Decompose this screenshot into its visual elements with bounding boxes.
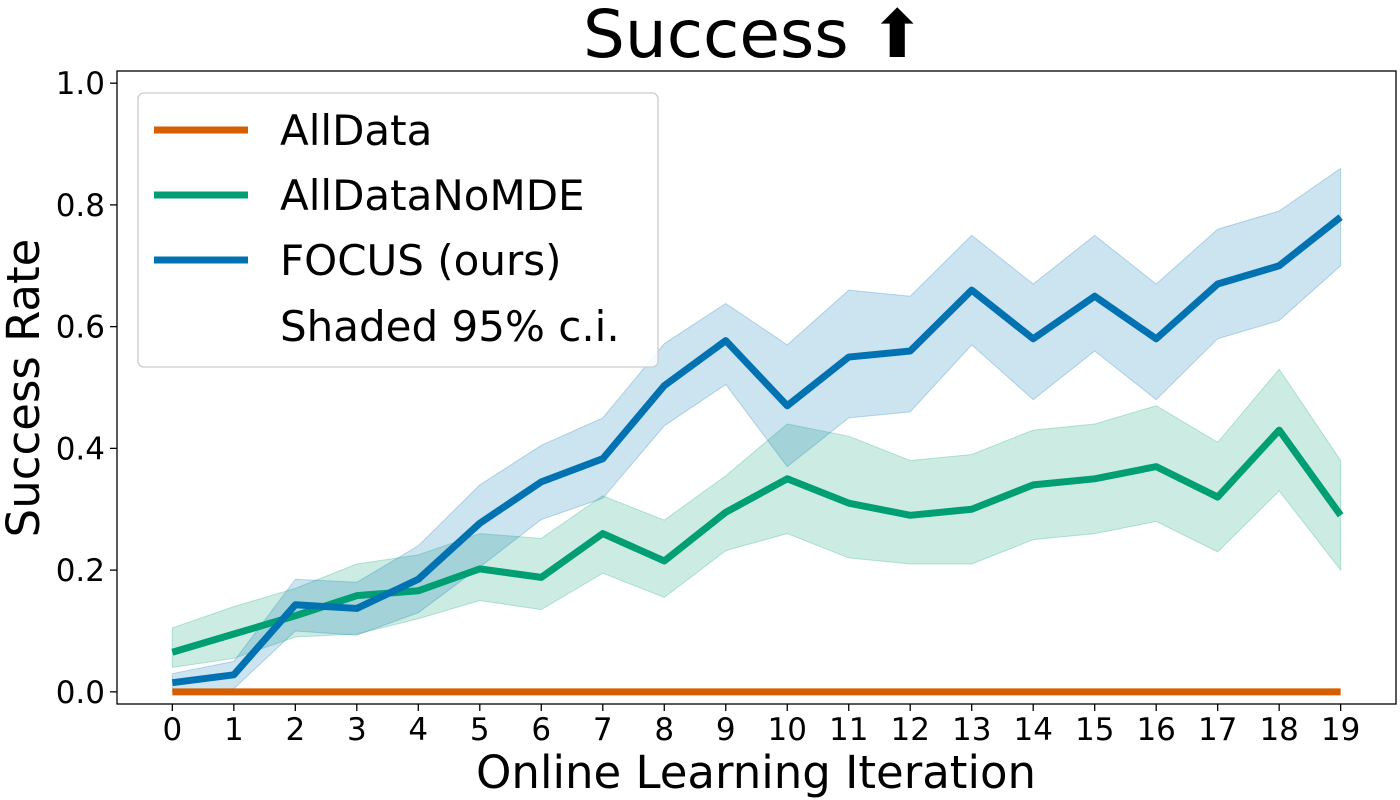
- x-tick-label: 15: [1075, 712, 1114, 748]
- x-tick-label: 2: [285, 712, 305, 748]
- x-tick-label: 1: [224, 712, 244, 748]
- series-line-focus-ours: [171, 214, 1343, 687]
- legend: AllData AllDataNoMDE FOCUS (ours) Shaded…: [137, 92, 659, 368]
- x-tick-label: 4: [408, 712, 428, 748]
- x-axis-label: Online Learning Iteration: [476, 746, 1036, 799]
- x-tick-label: 13: [952, 712, 991, 748]
- x-tick-label: 14: [1013, 712, 1052, 748]
- y-tick-label: 0.8: [56, 188, 105, 224]
- y-tick-label: 0.4: [56, 431, 105, 467]
- x-tick-label: 10: [768, 712, 807, 748]
- y-tick-label: 1.0: [56, 66, 105, 102]
- legend-label-shaded-ci: Shaded 95% c.i.: [280, 302, 620, 351]
- confidence-bands: [171, 167, 1342, 693]
- ci-band-alldatanomde: [171, 368, 1342, 669]
- x-tick-label: 9: [716, 712, 736, 748]
- x-tick-label: 8: [654, 712, 674, 748]
- x-tick-label: 18: [1259, 712, 1298, 748]
- x-tick-label: 7: [593, 712, 613, 748]
- x-tick-label: 3: [347, 712, 367, 748]
- x-tick-label: 19: [1321, 712, 1360, 748]
- legend-label-focus: FOCUS (ours): [280, 236, 562, 285]
- legend-label-alldata: AllData: [280, 106, 432, 155]
- series-lines: [171, 214, 1344, 696]
- y-tick-label: 0.6: [56, 310, 105, 346]
- y-tick-label: 0.2: [56, 553, 105, 589]
- x-tick-label: 16: [1136, 712, 1175, 748]
- x-tick-label: 0: [162, 712, 182, 748]
- chart-title: Success ⬆: [583, 0, 925, 73]
- legend-label-alldatanomde: AllDataNoMDE: [280, 171, 585, 220]
- x-tick-label: 6: [531, 712, 551, 748]
- y-axis-ticks: 0.0 0.2 0.4 0.6 0.8 1.0: [56, 66, 117, 711]
- legend-box: [137, 92, 659, 368]
- x-tick-label: 17: [1198, 712, 1237, 748]
- x-tick-label: 5: [470, 712, 490, 748]
- x-axis-ticks: 0 1 2 3 4 5 6 7 8 9 10 11 12 13 14 15 16 17 18 19: [162, 704, 1360, 748]
- x-tick-label: 12: [890, 712, 929, 748]
- series-line-alldatanomde: [171, 426, 1344, 656]
- plot-frame: [116, 70, 1397, 705]
- y-axis-label: Success Rate: [0, 239, 50, 538]
- x-tick-label: 11: [829, 712, 868, 748]
- y-tick-label: 0.0: [56, 675, 105, 711]
- ci-band-focus-ours: [171, 167, 1342, 693]
